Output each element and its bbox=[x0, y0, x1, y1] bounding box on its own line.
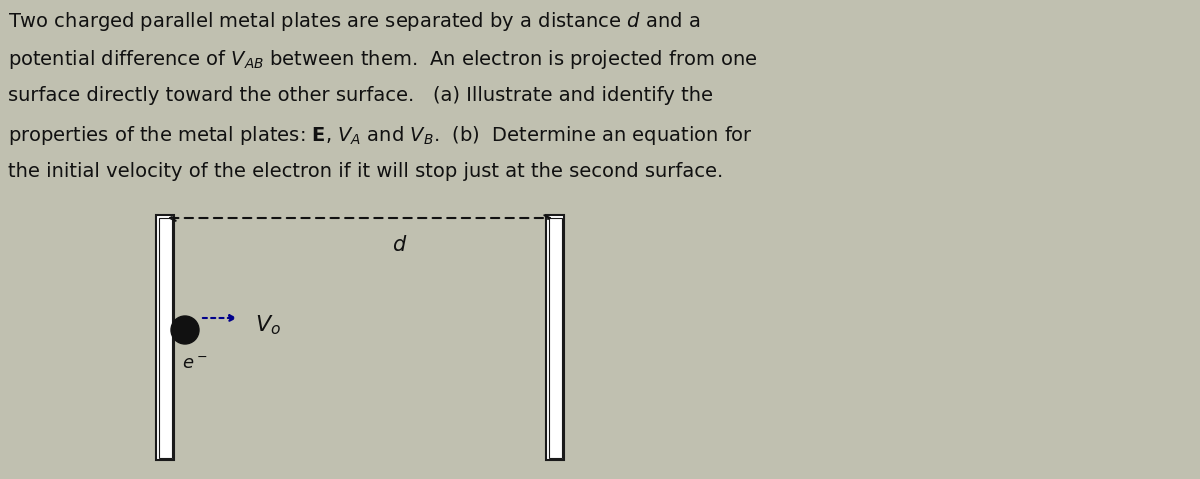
Bar bbox=[158, 217, 172, 457]
Text: $e^-$: $e^-$ bbox=[182, 355, 208, 373]
Circle shape bbox=[172, 316, 199, 344]
Bar bbox=[546, 215, 564, 460]
Text: the initial velocity of the electron if it will stop just at the second surface.: the initial velocity of the electron if … bbox=[8, 162, 724, 181]
Text: $d$: $d$ bbox=[392, 235, 408, 255]
Text: $V_o$: $V_o$ bbox=[256, 313, 281, 337]
Text: properties of the metal plates: $\mathbf{E}$, $V_A$ and $V_B$.  (b)  Determine a: properties of the metal plates: $\mathbf… bbox=[8, 124, 752, 147]
Text: Two charged parallel metal plates are separated by a distance $\it{d}$ and a: Two charged parallel metal plates are se… bbox=[8, 10, 700, 33]
Bar bbox=[548, 217, 562, 457]
Text: surface directly toward the other surface.   (a) Illustrate and identify the: surface directly toward the other surfac… bbox=[8, 86, 713, 105]
Bar bbox=[156, 215, 174, 460]
Text: potential difference of $V_{AB}$ between them.  An electron is projected from on: potential difference of $V_{AB}$ between… bbox=[8, 48, 757, 71]
